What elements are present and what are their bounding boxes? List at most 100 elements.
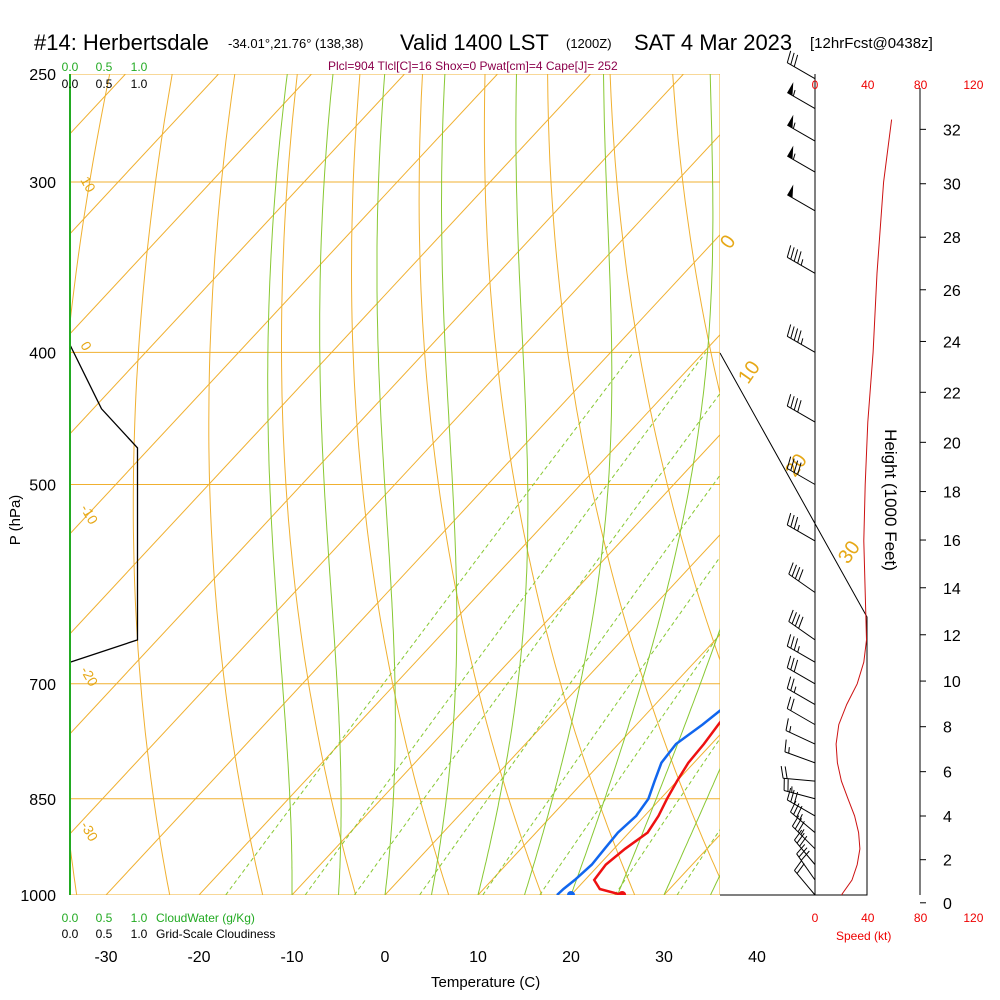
moist-adiabat xyxy=(477,74,529,895)
wind-barb-staff xyxy=(787,468,816,485)
temperature-tick-label: 20 xyxy=(562,949,580,966)
isotherm-line xyxy=(70,134,720,835)
wind-barb-staff xyxy=(787,256,816,274)
height-tick-label: 14 xyxy=(943,581,961,598)
moist-adiabat xyxy=(319,74,342,895)
height-tick-label: 16 xyxy=(943,533,961,550)
wind-barb xyxy=(787,114,816,142)
wind-barb-full xyxy=(790,514,795,528)
pressure-tick-label: 500 xyxy=(29,478,56,495)
height-tick-label: 6 xyxy=(943,765,952,782)
wind-barb-staff xyxy=(787,194,816,212)
height-tick-label: 2 xyxy=(943,853,952,870)
wind-barb-full xyxy=(790,458,795,471)
station-coords: -34.01°,21.76° (138,38) xyxy=(228,36,363,51)
wind-barb-staff xyxy=(787,62,816,80)
moist-adiabat xyxy=(663,767,720,895)
cloudwater-tick-bottom: 0.5 xyxy=(96,911,113,925)
sounding-parameters: Plcl=904 Tlcl[C]=16 Shox=0 Pwat[cm]=4 Ca… xyxy=(328,59,618,73)
cloudwater-label: CloudWater (g/Kg) xyxy=(156,911,255,925)
wind-barb-full xyxy=(786,394,792,407)
speed-tick-top: 80 xyxy=(914,78,928,92)
wind-barb-full xyxy=(793,516,799,530)
wind-barb xyxy=(786,676,816,705)
wind-barb xyxy=(791,815,816,850)
wind-barb-full xyxy=(790,636,795,649)
wind-barb xyxy=(787,82,816,109)
dry-adiabat xyxy=(547,74,720,880)
wind-barb-full xyxy=(790,789,795,803)
wind-barb-half xyxy=(793,686,797,693)
wind-barb-staff xyxy=(785,730,816,745)
wind-barb xyxy=(786,655,816,685)
wind-barb-full xyxy=(786,634,792,647)
isotherm-line xyxy=(384,534,720,895)
wind-barb-full xyxy=(785,718,789,731)
wind-barb-full xyxy=(799,835,808,847)
speed-tick-top: 0 xyxy=(812,78,819,92)
wind-barb-staff xyxy=(794,839,816,865)
height-tick-label: 30 xyxy=(943,177,961,194)
cloudwater-tick-top: 0.0 xyxy=(62,60,79,74)
dry-adiabat xyxy=(132,74,173,895)
wind-barb-staff xyxy=(787,524,816,542)
wind-barb-full xyxy=(790,678,795,691)
wind-barb-full xyxy=(797,330,802,343)
wind-barb-full xyxy=(798,616,804,629)
cloudiness-tick-bottom: 1.0 xyxy=(131,927,148,941)
temperature-tick-label: -20 xyxy=(187,949,210,966)
wind-barb-full xyxy=(798,847,808,858)
isotherm-line xyxy=(570,734,720,895)
wind-barb-full xyxy=(800,850,810,861)
wind-barb-full xyxy=(793,398,799,411)
wind-barb-full xyxy=(786,245,792,258)
wind-barb-half xyxy=(797,646,800,653)
wind-barb-full xyxy=(794,566,801,579)
wind-barb-full xyxy=(794,614,801,627)
mixing-ratio-label: 2 xyxy=(303,900,320,914)
moist-adiabat xyxy=(376,74,396,895)
temperature-trace xyxy=(592,720,720,895)
dry-adiabat xyxy=(483,74,636,895)
wind-barb-flag xyxy=(787,82,794,96)
wind-barb-full xyxy=(793,460,799,473)
height-tick-label: 22 xyxy=(943,385,961,402)
isotherm-line xyxy=(70,74,405,435)
wind-barb xyxy=(783,778,816,800)
wind-barb-half xyxy=(800,829,805,835)
pressure-tick-label: 250 xyxy=(29,67,56,84)
wind-barb xyxy=(784,739,816,764)
wind-barb-full xyxy=(790,698,795,711)
dry-adiabat xyxy=(208,74,264,895)
dry-adiabat xyxy=(986,74,1000,895)
cloudwater-tick-top: 1.0 xyxy=(131,60,148,74)
parcel-trace xyxy=(760,220,1000,675)
mixing-ratio-label: 5 xyxy=(420,900,437,914)
mixing-ratio-line xyxy=(353,392,720,895)
height-tick-label: 28 xyxy=(943,230,961,247)
isotherm-line xyxy=(105,234,720,895)
wind-barb-full xyxy=(790,326,795,339)
cloudiness-profile xyxy=(69,74,139,895)
pressure-tick-label: 850 xyxy=(29,792,56,809)
wind-barb xyxy=(786,512,816,542)
pressure-tick-label: 700 xyxy=(29,677,56,694)
speed-tick-bottom: 120 xyxy=(963,911,983,925)
y-axis-title: P (hPa) xyxy=(7,495,24,546)
wind-barb-full xyxy=(794,860,803,871)
wind-barb-full xyxy=(784,766,788,779)
wind-barb-staff xyxy=(787,92,816,109)
speed-tick-bottom: 40 xyxy=(861,911,875,925)
wind-barb xyxy=(788,562,816,593)
wind-barb-full xyxy=(786,787,792,801)
isotherm-label: -10 xyxy=(77,502,101,528)
moist-adiabat xyxy=(617,627,720,895)
wind-barb-full xyxy=(793,328,799,341)
temperature-tick-label: 30 xyxy=(655,949,673,966)
wind-barb xyxy=(796,844,816,881)
cloudiness-tick-top: 1.0 xyxy=(131,77,148,91)
wind-barb-full xyxy=(786,655,792,668)
pressure-tick-label: 1000 xyxy=(20,888,56,905)
wind-barb-staff xyxy=(783,789,816,800)
sounding-profiles xyxy=(556,220,1000,895)
